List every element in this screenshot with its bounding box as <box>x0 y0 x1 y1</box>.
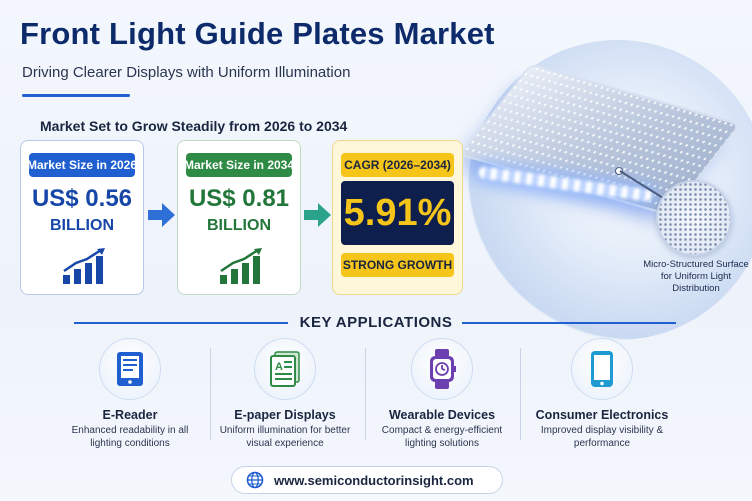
website-url[interactable]: www.semiconductorinsight.com <box>274 472 474 488</box>
app-description: Uniform illumination for better visual e… <box>219 425 351 449</box>
divider <box>520 348 521 440</box>
title-underline <box>22 94 130 97</box>
e-paper-icon: A <box>254 338 316 400</box>
micro-structure-zoom <box>656 180 732 256</box>
app-description: Improved display visibility & performanc… <box>540 425 664 449</box>
app-name: Wearable Devices <box>388 408 496 422</box>
market-size-2026-card: Market Size in 2026 US$ 0.56 BILLION <box>20 140 144 295</box>
market-size-2026-unit: BILLION <box>50 217 114 234</box>
market-size-2034-label: Market Size in 2034 <box>184 153 294 177</box>
app-name: Consumer Electronics <box>535 408 669 422</box>
key-applications-title: KEY APPLICATIONS <box>299 314 453 331</box>
app-e-reader: E-Reader Enhanced readability in all lig… <box>55 338 205 458</box>
divider <box>210 348 211 440</box>
arrow-right-icon <box>304 203 331 227</box>
arrow-right-icon <box>148 203 175 227</box>
app-wearable: Wearable Devices Compact & energy-effici… <box>367 338 517 458</box>
cagr-card: CAGR (2026–2034) 5.91% STRONG GROWTH <box>332 140 463 295</box>
cagr-label: CAGR (2026–2034) <box>341 153 454 177</box>
app-name: E-Reader <box>102 408 158 422</box>
smartphone-icon <box>571 338 633 400</box>
market-size-2034-unit: BILLION <box>207 217 271 234</box>
market-size-2034-value: US$ 0.81 <box>188 185 290 212</box>
divider <box>365 348 366 440</box>
app-consumer-electronics: Consumer Electronics Improved display vi… <box>527 338 677 458</box>
apps-rule-right <box>462 322 676 324</box>
zoom-caption: Micro-Structured Surface for Uniform Lig… <box>643 259 749 294</box>
globe-icon <box>246 471 264 489</box>
cagr-value: 5.91% <box>341 181 454 245</box>
website-link[interactable]: www.semiconductorinsight.com <box>231 466 503 494</box>
app-name: E-paper Displays <box>234 408 336 422</box>
market-size-2026-label: Market Size in 2026 <box>27 153 137 177</box>
page-subtitle: Driving Clearer Displays with Uniform Il… <box>22 64 351 81</box>
growth-heading: Market Set to Grow Steadily from 2026 to… <box>40 118 348 134</box>
growth-chart-icon <box>63 248 105 284</box>
e-reader-icon <box>99 338 161 400</box>
cagr-note: STRONG GROWTH <box>341 253 454 277</box>
svg-text:A: A <box>275 361 283 373</box>
apps-rule-left <box>74 322 288 324</box>
market-size-2034-card: Market Size in 2034 US$ 0.81 BILLION <box>177 140 301 295</box>
growth-chart-icon <box>220 248 262 284</box>
app-description: Enhanced readability in all lighting con… <box>71 425 189 449</box>
app-description: Compact & energy-efficient lighting solu… <box>381 425 503 449</box>
smartwatch-icon <box>411 338 473 400</box>
market-size-2026-value: US$ 0.56 <box>31 185 133 212</box>
app-e-paper: A E-paper Displays Uniform illumination … <box>210 338 360 458</box>
page-title: Front Light Guide Plates Market <box>20 16 495 51</box>
